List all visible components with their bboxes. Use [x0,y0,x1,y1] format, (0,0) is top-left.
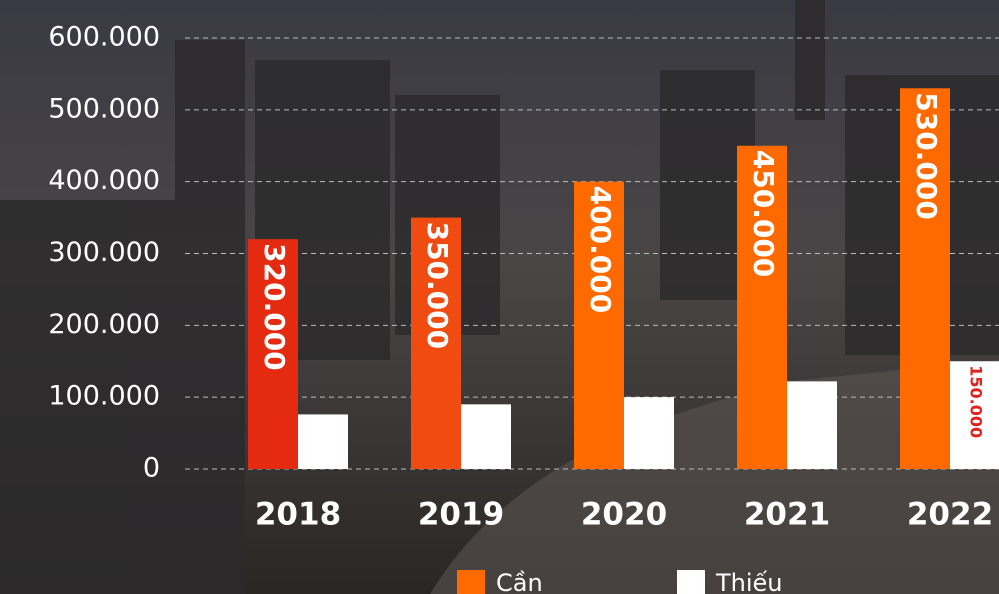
bar [787,381,837,469]
x-tick-label: 2022 [907,497,993,533]
data-label: 350.000 [421,222,454,350]
legend-label: Cần [496,569,543,594]
legend-swatch [457,570,485,594]
x-tick-label: 2018 [255,497,341,533]
y-tick-label: 0 [143,453,160,484]
bar [574,181,624,469]
y-tick-label: 100.000 [48,381,160,412]
river [430,360,999,594]
x-tick-label: 2019 [418,497,504,533]
x-tick-label: 2021 [744,497,830,533]
y-tick-label: 600.000 [48,22,160,53]
data-label: 530.000 [910,92,943,220]
data-label: 320.000 [258,243,291,371]
y-tick-label: 300.000 [48,237,160,268]
bar [624,397,674,469]
bar [900,88,950,470]
legend-label: Thiếu [715,569,783,594]
bar [411,217,461,469]
legend-swatch [677,570,705,594]
y-tick-label: 400.000 [48,165,160,196]
bar [248,239,298,469]
bar [950,361,999,469]
data-label: 450.000 [747,150,780,278]
bar [737,145,787,469]
x-tick-label: 2020 [581,497,667,533]
y-tick-label: 200.000 [48,309,160,340]
bar [461,404,511,469]
data-label: 400.000 [584,186,617,314]
y-tick-label: 500.000 [48,93,160,124]
data-label: 150.000 [967,365,986,438]
bar [298,414,348,469]
